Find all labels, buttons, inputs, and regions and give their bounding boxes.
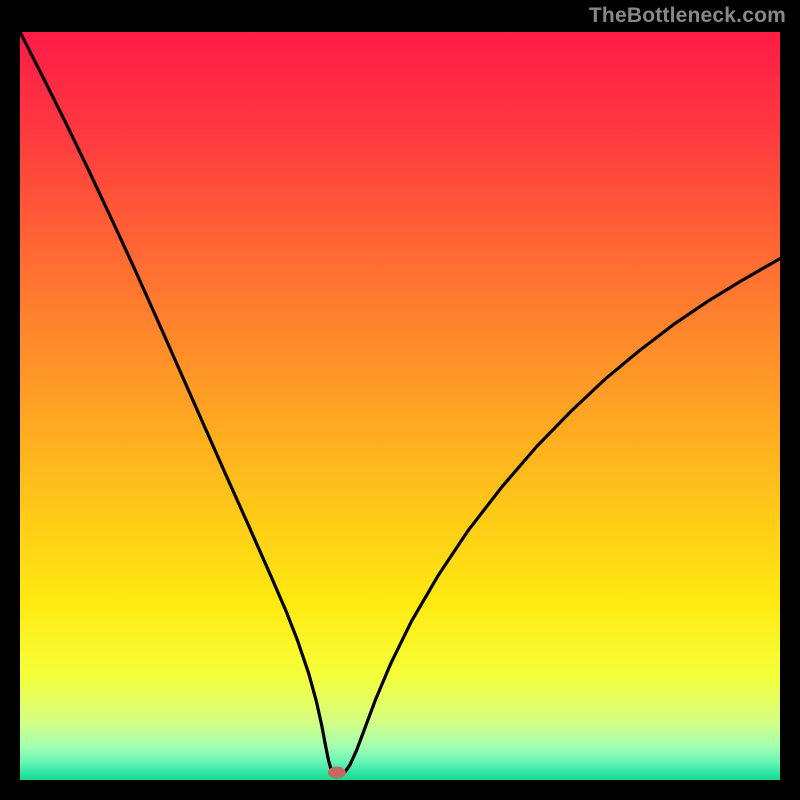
plot-area bbox=[20, 32, 780, 780]
bottleneck-chart bbox=[20, 32, 780, 780]
watermark-text: TheBottleneck.com bbox=[589, 4, 786, 28]
minimum-marker bbox=[328, 767, 346, 779]
chart-background bbox=[20, 32, 780, 780]
